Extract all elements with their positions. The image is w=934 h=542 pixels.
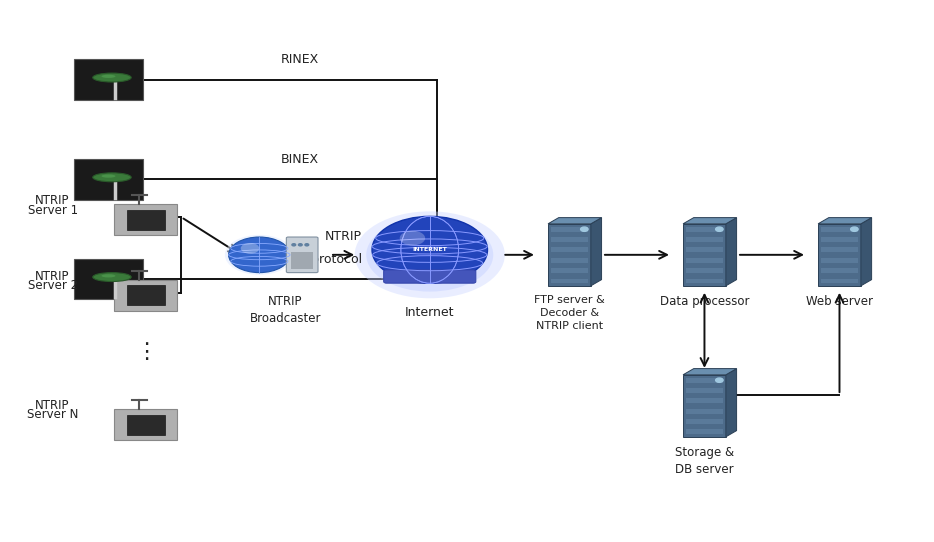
Polygon shape [683,224,726,286]
Polygon shape [686,378,723,383]
Polygon shape [726,218,737,286]
Text: Web server: Web server [806,295,873,308]
Text: NTRIP: NTRIP [35,270,70,283]
Polygon shape [683,218,737,224]
Text: Server N: Server N [27,409,78,422]
Polygon shape [551,237,588,242]
Polygon shape [686,248,723,253]
Polygon shape [821,258,858,263]
Polygon shape [821,248,858,253]
Polygon shape [686,279,723,283]
Text: Internet: Internet [405,306,455,319]
FancyBboxPatch shape [127,210,164,230]
FancyBboxPatch shape [114,204,177,235]
Polygon shape [726,369,737,437]
Text: NTRIP: NTRIP [325,230,362,243]
Circle shape [400,231,425,246]
Polygon shape [821,279,858,283]
Circle shape [355,211,504,298]
FancyBboxPatch shape [127,415,164,435]
Polygon shape [686,388,723,393]
Polygon shape [683,375,726,437]
Polygon shape [686,398,723,403]
Text: Storage &
DB server: Storage & DB server [675,446,734,476]
Circle shape [366,218,493,292]
Text: INTERNET: INTERNET [413,247,447,253]
Text: BINEX: BINEX [281,153,318,166]
Polygon shape [821,227,858,231]
Polygon shape [551,258,588,263]
Polygon shape [686,409,723,414]
Ellipse shape [102,274,116,278]
Text: RINEX: RINEX [281,53,319,66]
Polygon shape [591,218,601,286]
Polygon shape [861,218,871,286]
Text: Server 2: Server 2 [27,279,78,292]
Text: Data processor: Data processor [659,295,749,308]
Polygon shape [683,369,737,375]
Ellipse shape [92,73,131,82]
Text: ⋮: ⋮ [134,342,157,362]
FancyBboxPatch shape [287,237,318,273]
Circle shape [241,243,260,254]
Text: NTRIP: NTRIP [35,195,70,208]
Polygon shape [551,227,588,231]
Ellipse shape [102,75,116,78]
Circle shape [229,237,290,273]
Polygon shape [551,268,588,273]
Polygon shape [686,429,723,434]
Ellipse shape [102,175,116,178]
Circle shape [292,244,296,246]
Text: NTRIP
Broadcaster: NTRIP Broadcaster [249,295,321,325]
Text: Proprietary protocol: Proprietary protocol [238,253,361,266]
Polygon shape [548,218,601,224]
Circle shape [225,235,294,275]
Polygon shape [551,248,588,253]
Polygon shape [686,268,723,273]
Circle shape [851,227,858,231]
FancyBboxPatch shape [127,285,164,305]
FancyBboxPatch shape [114,409,177,440]
Text: Server 1: Server 1 [27,204,78,217]
Text: FTP server &
Decoder &
NTRIP client: FTP server & Decoder & NTRIP client [534,295,605,331]
Circle shape [715,378,723,382]
Polygon shape [686,227,723,231]
Circle shape [299,244,303,246]
FancyBboxPatch shape [74,60,144,100]
FancyBboxPatch shape [74,159,144,199]
FancyBboxPatch shape [74,259,144,299]
FancyBboxPatch shape [291,252,313,269]
Polygon shape [821,268,858,273]
Circle shape [581,227,588,231]
Polygon shape [818,224,861,286]
Polygon shape [548,224,591,286]
Polygon shape [818,218,871,224]
Ellipse shape [92,273,131,281]
FancyBboxPatch shape [114,280,177,311]
Polygon shape [686,419,723,424]
Polygon shape [686,258,723,263]
FancyBboxPatch shape [384,270,475,283]
Polygon shape [821,237,858,242]
Text: NTRIP: NTRIP [35,399,70,412]
Circle shape [305,244,309,246]
Circle shape [372,216,488,283]
Polygon shape [686,237,723,242]
Circle shape [715,227,723,231]
Ellipse shape [92,173,131,182]
Polygon shape [551,279,588,283]
